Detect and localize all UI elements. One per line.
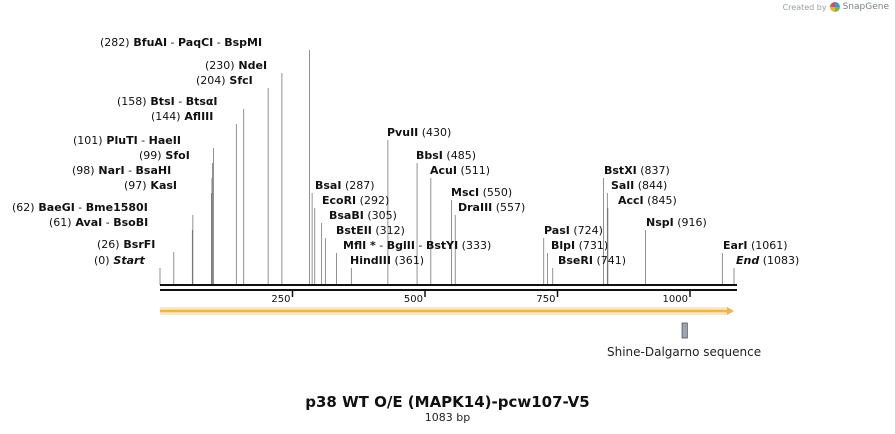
site-label-nari: (98) NarI - BsaHI — [72, 164, 171, 177]
map-title: p38 WT O/E (MAPK14)-pcw107-V5 — [305, 393, 590, 411]
site-label-bbsi: BbsI (485) — [416, 149, 476, 162]
brand-name: SnapGene — [842, 2, 889, 12]
site-label-btsi: (158) BtsI - BtsαI — [117, 95, 218, 108]
site-label-avai: (61) AvaI - BsoBI — [49, 216, 148, 229]
site-label-sfci: (204) SfcI — [196, 74, 253, 87]
site-label-bseri: BseRI (741) — [558, 254, 626, 267]
snapgene-brand: Created by SnapGene — [783, 2, 889, 12]
site-label-acci: AccI (845) — [618, 194, 677, 207]
site-label-acui: AcuI (511) — [430, 164, 490, 177]
tick-label: 250 — [271, 294, 290, 305]
site-label-mfli: MflI * - BglII - BstYI (333) — [343, 239, 491, 252]
site-label-hindiii: HindIII (361) — [350, 254, 424, 267]
orf-arrow-head — [727, 307, 734, 315]
feature-box — [681, 322, 688, 339]
site-label-pasi: PasI (724) — [544, 224, 603, 237]
site-label-bsai: BsaI (287) — [315, 179, 375, 192]
site-label-ecori: EcoRI (292) — [322, 194, 389, 207]
tick-label: 750 — [536, 294, 555, 305]
site-label-bsrfi: (26) BsrFI — [97, 238, 155, 251]
site-label-sali: SalI (844) — [611, 179, 667, 192]
site-label-afliii: (144) AflIII — [151, 110, 213, 123]
site-label-bsteii: BstEII (312) — [336, 224, 405, 237]
snapgene-logo-icon — [829, 2, 840, 12]
site-label-blpi: BlpI (731) — [551, 239, 608, 252]
site-label-ndei: (230) NdeI — [205, 59, 267, 72]
site-label-end: End (1083) — [736, 254, 799, 267]
site-label-bstxi: BstXI (837) — [604, 164, 670, 177]
map-length: 1083 bp — [424, 411, 471, 424]
feature-label: Shine-Dalgarno sequence — [607, 345, 761, 359]
site-label-nspi: NspI (916) — [646, 216, 707, 229]
tick-label: 500 — [404, 294, 423, 305]
site-label-draiii: DraIII (557) — [458, 201, 525, 214]
site-label-start: (0) Start — [94, 254, 145, 267]
site-label-sfoi: (99) SfoI — [139, 149, 190, 162]
site-label-pvuii: PvuII (430) — [387, 126, 451, 139]
brand-prefix: Created by — [782, 2, 827, 12]
site-label-bfuai: (282) BfuAI - PaqCI - BspMI — [100, 36, 262, 49]
site-label-baegi: (62) BaeGI - Bme1580I — [12, 201, 148, 214]
site-label-msci: MscI (550) — [451, 186, 512, 199]
site-label-pluti: (101) PluTI - HaeII — [73, 134, 181, 147]
tick-label: 1000 — [663, 294, 688, 305]
site-label-kasi: (97) KasI — [124, 179, 177, 192]
site-label-eari: EarI (1061) — [723, 239, 788, 252]
site-label-bsabi: BsaBI (305) — [329, 209, 397, 222]
